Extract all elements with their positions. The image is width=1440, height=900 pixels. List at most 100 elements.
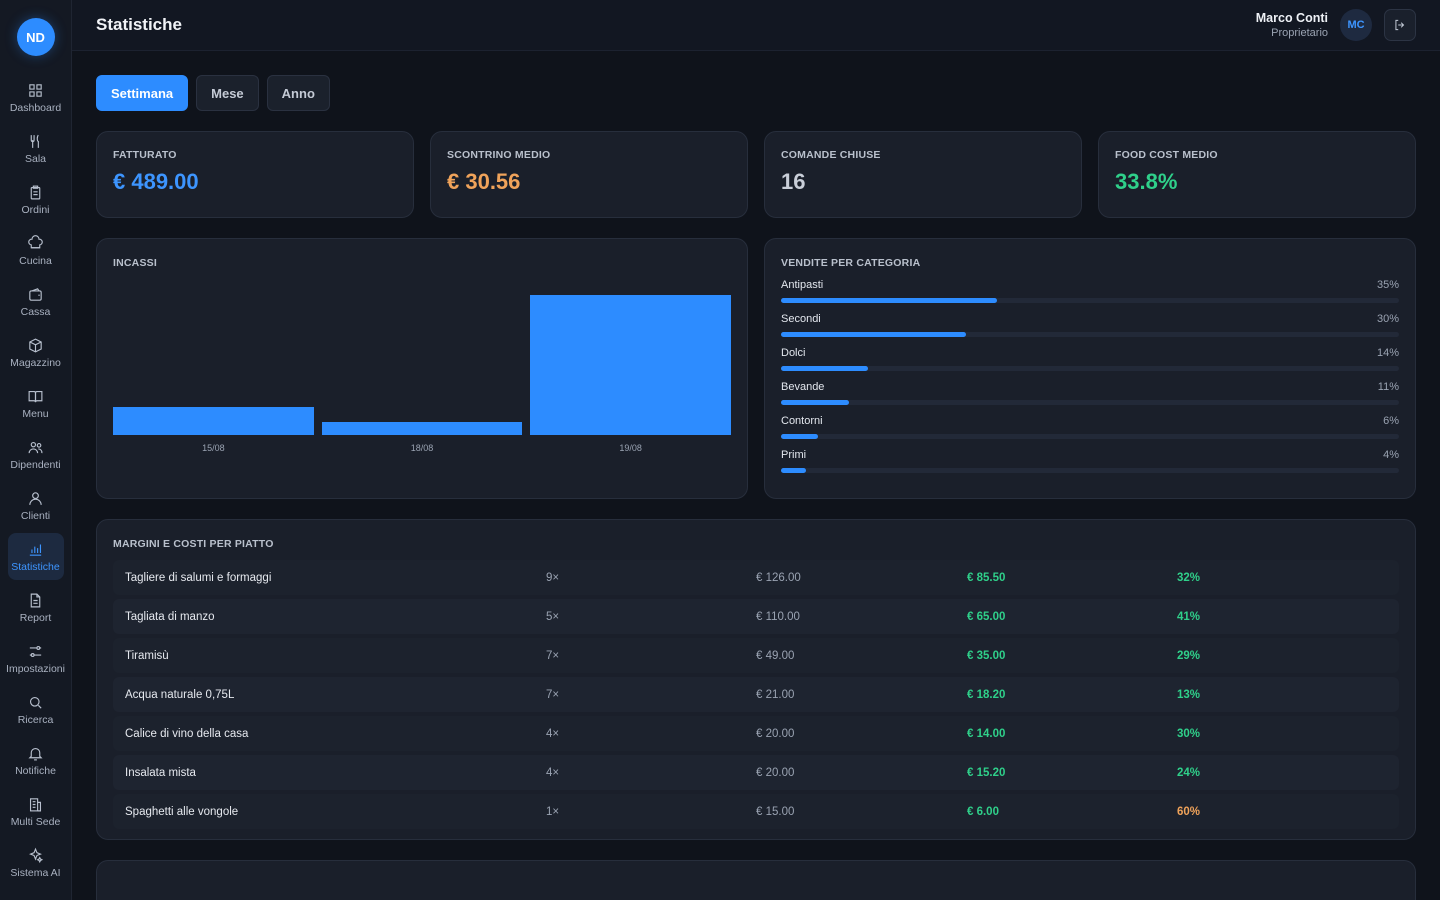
table-row[interactable]: Acqua naturale 0,75L 7× € 21.00 € 18.20 13% [113, 677, 1399, 712]
category-label: Secondi [781, 313, 821, 325]
sidebar-item-magazzino[interactable]: Magazzino [8, 329, 64, 376]
sidebar-item-menu[interactable]: Menu [8, 380, 64, 427]
charts-row: INCASSI 15/08 18/08 19/08 VENDITE PER CATE… [96, 238, 1416, 499]
kpi-row: FATTURATO € 489.00 SCONTRINO MEDIO € 30.56 C… [96, 131, 1416, 218]
dish-name: Tiramisù [125, 649, 169, 662]
user-name: Marco Conti [1255, 11, 1328, 25]
sidebar-item-dipendenti[interactable]: Dipendenti [8, 431, 64, 478]
sidebar-item-label: Statistiche [11, 561, 60, 573]
table-row[interactable]: Tagliere di salumi e formaggi 9× € 126.00 €… [113, 560, 1399, 595]
category-percent: 35% [1376, 279, 1399, 291]
category-bar-fill [781, 400, 849, 405]
category-item: Contorni 6% [781, 415, 1399, 439]
tab-settimana[interactable]: Settimana [96, 75, 189, 111]
sidebar-item-dashboard[interactable]: Dashboard [8, 74, 64, 121]
categorie-panel: VENDITE PER CATEGORIA Antipasti 35% Second… [764, 238, 1416, 499]
category-bar-track [781, 298, 1399, 303]
margini-title: MARGINI E COSTI PER PIATTO [113, 538, 274, 550]
logo[interactable]: ND [16, 18, 55, 56]
kpi-value: 16 [781, 169, 806, 194]
sidebar-item-label: Multi Sede [10, 816, 61, 828]
dish-food-cost: 41% [1177, 610, 1201, 623]
category-bar-fill [781, 468, 806, 473]
sidebar-item-ordini[interactable]: Ordini [8, 176, 64, 223]
dish-revenue: € 20.00 [756, 727, 795, 740]
dish-revenue: € 126.00 [756, 571, 801, 584]
table-row[interactable]: Insalata mista 4× € 20.00 € 15.20 24% [113, 755, 1399, 790]
dish-quantity: 7× [546, 649, 560, 662]
sidebar-item-label: Dipendenti [10, 459, 61, 471]
sidebar-item-sistema-ai[interactable]: Sistema AI [8, 839, 64, 886]
category-bar-track [781, 366, 1399, 371]
table-row[interactable]: Calice di vino della casa 4× € 20.00 € 14.0… [113, 716, 1399, 751]
kpi-label: COMANDE CHIUSE [781, 149, 881, 161]
category-bar-track [781, 400, 1399, 405]
sidebar: ND Dashboard Sala Ordini Cucina Cassa Magazzi… [0, 0, 72, 900]
category-percent: 14% [1376, 347, 1399, 359]
kpi-card: COMANDE CHIUSE 16 [764, 131, 1082, 218]
chart-bar[interactable] [530, 295, 731, 435]
sidebar-item-sala[interactable]: Sala [8, 125, 64, 172]
dish-revenue: € 21.00 [756, 688, 795, 701]
category-bar-track [781, 332, 1399, 337]
user-menu: Marco Conti Proprietario MC [1256, 9, 1416, 41]
dish-name: Insalata mista [125, 766, 196, 779]
dish-quantity: 9× [546, 571, 560, 584]
category-bar-fill [781, 434, 819, 439]
sidebar-item-statistiche[interactable]: Statistiche [7, 533, 64, 580]
avatar[interactable]: MC [1340, 9, 1372, 41]
dish-food-cost: 24% [1177, 766, 1201, 779]
sidebar-item-ricerca[interactable]: Ricerca [8, 686, 64, 733]
logout-button[interactable] [1384, 9, 1416, 41]
sparkle-icon [29, 847, 44, 864]
wallet-icon [29, 288, 42, 301]
table-row[interactable]: Tiramisù 7× € 49.00 € 35.00 29% [113, 638, 1399, 673]
kpi-value: € 489.00 [113, 169, 199, 194]
tab-mese[interactable]: Mese [196, 75, 259, 111]
dish-quantity: 5× [546, 610, 560, 623]
sidebar-item-report[interactable]: Report [8, 584, 64, 631]
category-percent: 30% [1376, 313, 1399, 325]
sidebar-item-impostazioni[interactable]: Impostazioni [6, 635, 65, 682]
dish-margin: € 15.20 [967, 766, 1006, 779]
category-item: Antipasti 35% [781, 279, 1399, 303]
dish-margin: € 6.00 [967, 805, 999, 818]
building-icon [29, 798, 42, 812]
category-percent: 11% [1377, 381, 1399, 393]
sidebar-item-cassa[interactable]: Cassa [8, 278, 64, 325]
category-bar-track [781, 468, 1399, 473]
user-role: Proprietario [1271, 27, 1328, 39]
chart-bar[interactable] [113, 407, 314, 435]
tab-anno[interactable]: Anno [266, 75, 330, 111]
sidebar-item-clienti[interactable]: Clienti [8, 482, 64, 529]
margini-table: Tagliere di salumi e formaggi 9× € 126.00 €… [113, 560, 1399, 829]
sidebar-item-label: Cucina [19, 255, 52, 267]
table-row[interactable]: Tagliata di manzo 5× € 110.00 € 65.00 41% [113, 599, 1399, 634]
sidebar-item-label: Notifiche [15, 765, 56, 777]
category-label: Contorni [781, 415, 823, 427]
sidebar-item-cucina[interactable]: Cucina [8, 227, 64, 274]
categorie-title: VENDITE PER CATEGORIA [781, 257, 921, 269]
dish-quantity: 1× [546, 805, 560, 818]
sidebar-item-label: Cassa [20, 306, 51, 318]
table-row[interactable]: Spaghetti alle vongole 1× € 15.00 € 6.00 60% [113, 794, 1399, 829]
incassi-chart: 15/08 18/08 19/08 [113, 277, 731, 457]
dish-food-cost: 60% [1177, 805, 1201, 818]
users-icon [28, 441, 43, 454]
dish-margin: € 65.00 [967, 610, 1006, 623]
dish-revenue: € 20.00 [756, 766, 795, 779]
sidebar-item-label: Dashboard [9, 102, 62, 114]
dish-quantity: 7× [546, 688, 560, 701]
sidebar-item-multi-sede[interactable]: Multi Sede [8, 788, 64, 835]
category-label: Primi [781, 449, 807, 461]
logout-icon [1395, 19, 1405, 31]
dish-revenue: € 110.00 [756, 610, 800, 623]
dish-food-cost: 30% [1177, 727, 1201, 740]
chart-bar[interactable] [321, 422, 523, 435]
sidebar-item-notifiche[interactable]: Notifiche [8, 737, 64, 784]
margini-panel: MARGINI E COSTI PER PIATTO Tagliere di s… [96, 519, 1416, 840]
chart-tick-label: 19/08 [619, 443, 642, 453]
kpi-card: SCONTRINO MEDIO € 30.56 [430, 131, 748, 218]
category-bar-fill [781, 298, 998, 303]
dish-name: Tagliere di salumi e formaggi [125, 571, 272, 584]
